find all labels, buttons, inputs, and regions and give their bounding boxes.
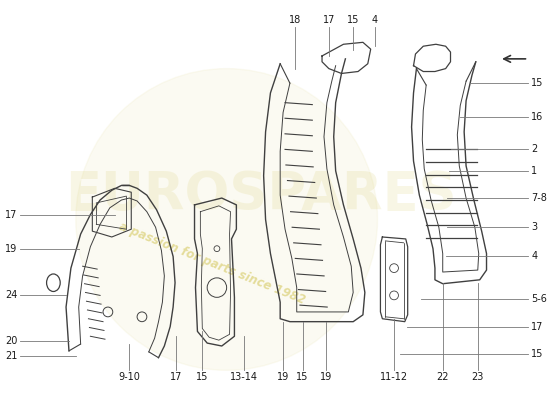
Text: 11-12: 11-12 — [380, 372, 408, 382]
Text: a passion for parts since 1982: a passion for parts since 1982 — [117, 220, 307, 307]
Text: 13-14: 13-14 — [230, 372, 258, 382]
Text: 15: 15 — [531, 78, 543, 88]
Text: 17: 17 — [531, 322, 543, 332]
Text: 15: 15 — [531, 349, 543, 359]
Circle shape — [76, 68, 377, 370]
Text: 17: 17 — [323, 15, 335, 25]
Text: 4: 4 — [531, 252, 537, 262]
Text: 17: 17 — [5, 210, 18, 220]
Text: 2: 2 — [531, 144, 537, 154]
Text: 21: 21 — [5, 351, 18, 361]
Text: 15: 15 — [196, 372, 208, 382]
Text: 23: 23 — [471, 372, 484, 382]
Text: 4: 4 — [372, 15, 378, 25]
Text: 17: 17 — [170, 372, 182, 382]
Text: 15: 15 — [347, 15, 359, 25]
Text: 9-10: 9-10 — [118, 372, 140, 382]
Text: 15: 15 — [296, 372, 309, 382]
Text: 3: 3 — [531, 222, 537, 232]
Text: 16: 16 — [531, 112, 543, 122]
Text: 24: 24 — [5, 290, 18, 300]
Text: 22: 22 — [437, 372, 449, 382]
Text: EUROSPARES: EUROSPARES — [65, 169, 456, 221]
Text: 18: 18 — [289, 15, 301, 25]
Text: 19: 19 — [277, 372, 289, 382]
Text: 20: 20 — [5, 336, 18, 346]
Text: 7-8: 7-8 — [531, 193, 547, 203]
Text: 1: 1 — [531, 166, 537, 176]
Text: 19: 19 — [320, 372, 332, 382]
Text: 19: 19 — [5, 244, 18, 254]
Text: 5-6: 5-6 — [531, 294, 547, 304]
